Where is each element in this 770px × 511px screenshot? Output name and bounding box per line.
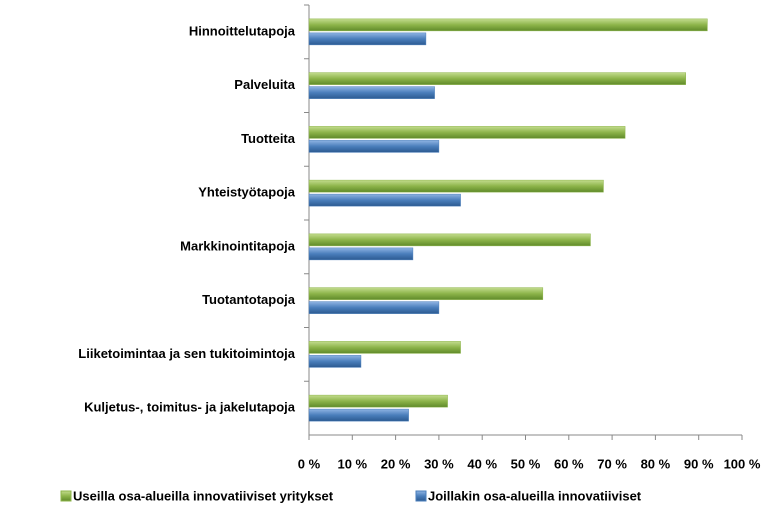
x-tick-label: 70 % — [597, 456, 627, 471]
x-tick-label: 90 % — [684, 456, 714, 471]
legend-swatch — [415, 490, 427, 502]
bar — [308, 140, 440, 153]
x-tick-label: 80 % — [641, 456, 671, 471]
y-tick-label: Hinnoittelutapoja — [189, 23, 296, 38]
bar — [308, 247, 414, 261]
bar — [308, 72, 686, 85]
bar — [308, 301, 440, 314]
y-tick-label: Tuotteita — [241, 131, 296, 146]
y-tick-label: Liiketoimintaa ja sen tukitoimintoja — [78, 346, 295, 361]
bar — [308, 394, 448, 408]
bar — [308, 126, 626, 139]
legend-label: Joillakin osa-alueilla innovatiiviset — [428, 488, 642, 503]
legend-swatch — [60, 490, 72, 502]
bar — [308, 341, 461, 354]
bar — [308, 233, 591, 247]
x-tick-label: 40 % — [467, 456, 497, 471]
y-tick-label: Markkinointitapoja — [180, 238, 296, 253]
y-tick-label: Yhteistyötapoja — [198, 185, 296, 200]
bar — [308, 287, 544, 300]
x-tick-label: 30 % — [424, 456, 454, 471]
x-tick-label: 60 % — [554, 456, 584, 471]
legend-label: Useilla osa-alueilla innovatiiviset yrit… — [73, 488, 334, 503]
bar — [308, 408, 409, 422]
bar — [308, 32, 427, 46]
y-tick-label: Palveluita — [234, 77, 295, 92]
bar — [308, 18, 708, 32]
bar — [308, 86, 435, 99]
x-tick-label: 50 % — [511, 456, 541, 471]
bar — [308, 193, 461, 207]
bar — [308, 355, 362, 368]
bar — [308, 179, 604, 193]
y-tick-label: Kuljetus-, toimitus- ja jakelutapoja — [84, 400, 296, 415]
x-tick-label: 100 % — [724, 456, 761, 471]
x-tick-label: 0 % — [298, 456, 321, 471]
y-tick-label: Tuotantotapoja — [202, 292, 296, 307]
x-tick-label: 10 % — [337, 456, 367, 471]
x-tick-label: 20 % — [381, 456, 411, 471]
